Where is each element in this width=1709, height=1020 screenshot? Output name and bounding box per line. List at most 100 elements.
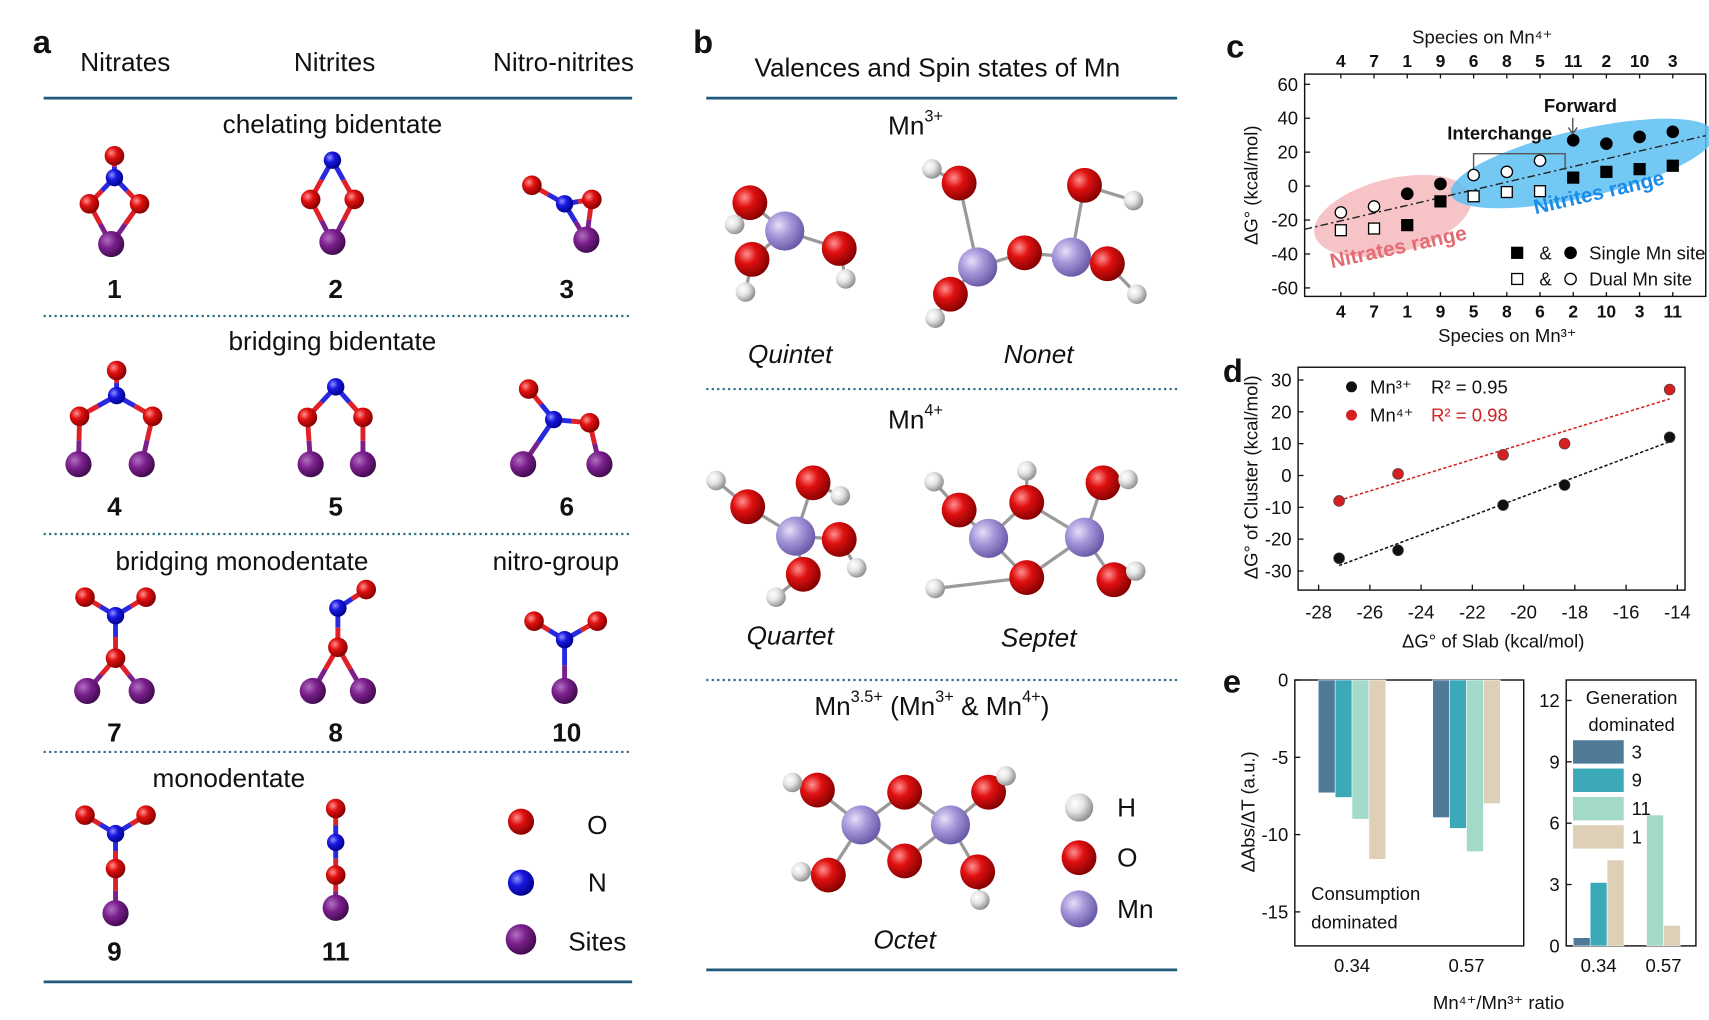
data-point	[1367, 222, 1381, 235]
y-tick-label: 20	[1271, 401, 1292, 422]
data-point	[1400, 187, 1414, 201]
atom	[766, 587, 786, 607]
bar	[1449, 679, 1467, 829]
bar	[1606, 859, 1625, 947]
x2-tick-label: 10	[1630, 51, 1649, 71]
heading-part: 3+	[935, 688, 954, 706]
legend-label: Mn⁴⁺	[1370, 405, 1413, 426]
species-number: 6	[559, 492, 574, 522]
section-title: bridging monodentate	[116, 546, 369, 576]
atom	[776, 516, 816, 556]
atom	[1123, 190, 1144, 211]
bar	[1663, 925, 1681, 947]
heading-part: 4+	[1022, 688, 1041, 706]
atom	[730, 489, 766, 525]
section-heading: Mn3.5+ (Mn3+ & Mn4+)	[814, 688, 1049, 721]
data-point	[1663, 431, 1676, 444]
data-point	[1511, 246, 1524, 259]
atom	[1009, 484, 1045, 520]
y-tick-label: -20	[1265, 529, 1292, 550]
x2-tick-label: 11	[1564, 51, 1583, 71]
y-axis-label: ΔAbs/ΔT (a.u.)	[1237, 751, 1258, 872]
atom	[1125, 561, 1146, 581]
trend-line	[1304, 134, 1706, 230]
section-title: bridging bidentate	[228, 326, 436, 356]
y-tick-label: 12	[1539, 690, 1560, 711]
atom	[1126, 284, 1147, 305]
legend-atom	[1064, 793, 1094, 822]
atom	[297, 407, 318, 428]
legend-atom	[505, 924, 537, 955]
legend-joiner: &	[1539, 242, 1552, 263]
y-tick-label: 60	[1277, 74, 1298, 95]
data-point	[1367, 200, 1381, 213]
atom	[925, 308, 945, 329]
species-number: 7	[107, 717, 122, 747]
y-tick-label: -20	[1271, 210, 1298, 231]
x-tick-label: 0.57	[1645, 955, 1681, 976]
atom	[1089, 246, 1125, 282]
atom	[782, 772, 803, 793]
section-heading: Mn4+	[888, 402, 943, 435]
atom	[326, 378, 345, 396]
atom	[299, 677, 326, 704]
atom	[344, 189, 365, 210]
x2-axis-label: Species on Mn⁴⁺	[1412, 27, 1552, 48]
atom	[524, 611, 544, 631]
bar	[1573, 937, 1591, 947]
legend-label: Sites	[568, 927, 626, 957]
x-tick-label: -14	[1664, 601, 1691, 622]
bar	[1466, 679, 1484, 852]
x-tick-label: 9	[1436, 302, 1446, 322]
atom	[887, 843, 923, 879]
annotation-label: Interchange	[1447, 122, 1552, 143]
data-point	[1500, 165, 1514, 179]
atom	[356, 579, 377, 600]
atom	[544, 410, 563, 429]
range-highlight	[1450, 118, 1709, 209]
legend-atom	[507, 808, 535, 835]
legend-label: N	[588, 868, 607, 898]
x2-tick-label: 5	[1535, 51, 1545, 71]
atom	[75, 587, 95, 607]
data-point	[1497, 499, 1509, 511]
column-header: Nitrates	[80, 47, 170, 77]
spin-state: Septet	[1001, 623, 1078, 653]
y-tick-label: -30	[1265, 560, 1292, 581]
x-tick-label: 0.34	[1581, 955, 1617, 976]
x-tick-label: -20	[1510, 601, 1537, 622]
atom	[349, 677, 377, 704]
data-point	[1666, 125, 1680, 139]
range-highlight	[1314, 174, 1472, 257]
x-tick-label: 0.34	[1334, 955, 1370, 976]
y-tick-label: 9	[1549, 751, 1559, 772]
atom	[325, 798, 346, 819]
annotation: dominated	[1311, 911, 1397, 932]
y-tick-label: 20	[1277, 142, 1298, 163]
atom	[106, 606, 125, 625]
panel-label: d	[1223, 352, 1243, 389]
column-header: Nitrites	[294, 47, 375, 77]
plot-frame	[1294, 679, 1525, 947]
atom	[551, 677, 578, 704]
y-tick-label: 30	[1271, 369, 1292, 390]
atom	[128, 451, 155, 478]
atom	[830, 486, 851, 506]
atom	[924, 471, 944, 492]
panel-title: Valences and Spin states of Mn	[754, 53, 1120, 83]
atom	[971, 774, 1006, 810]
atom	[105, 858, 126, 879]
y-axis-label: ΔG° of Cluster (kcal/mol)	[1241, 375, 1262, 579]
atom	[970, 890, 990, 910]
data-point	[1564, 246, 1577, 260]
atom	[925, 578, 945, 599]
atom	[136, 805, 156, 825]
section-heading: Mn3+	[888, 107, 943, 140]
atom	[104, 146, 125, 166]
atom	[735, 282, 756, 302]
data-point	[1566, 133, 1580, 147]
atom	[573, 226, 600, 253]
atom	[1016, 460, 1037, 481]
atom	[325, 865, 346, 885]
data-point	[1434, 195, 1447, 208]
